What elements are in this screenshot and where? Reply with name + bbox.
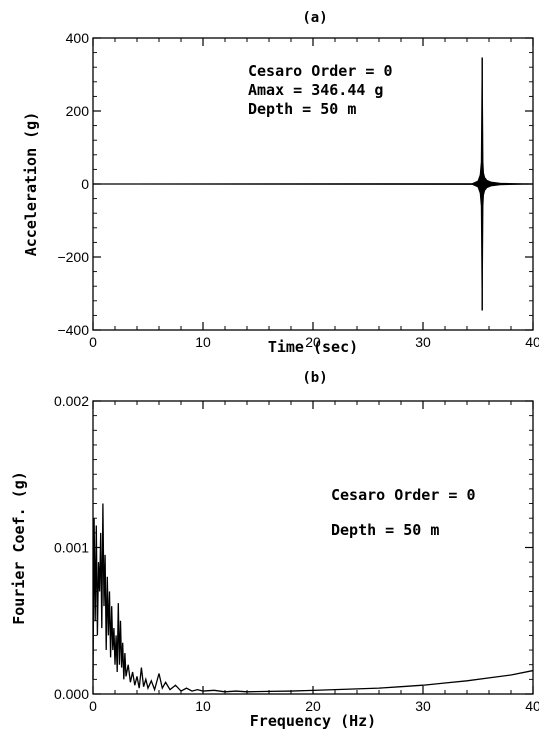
data-series-a (92, 57, 534, 311)
x-tick-label-a: 30 (415, 334, 431, 350)
y-tick-label-b: 0.002 (54, 393, 89, 409)
y-tick-label-a: −200 (57, 249, 89, 265)
x-tick-label-b: 20 (305, 698, 321, 714)
axis-ticks-a: 0 10 20 30 40 −400 −200 0 200 400 (57, 30, 539, 350)
annotation-cesaro-order-a: Cesaro Order = 0 (248, 62, 393, 80)
x-axis-label-a: Time (sec) (268, 338, 358, 356)
x-tick-label-b: 0 (89, 698, 97, 714)
annotation-depth-b: Depth = 50 m (331, 521, 439, 539)
axis-ticks-b: 0 10 20 30 40 0.000 0.001 0.002 (54, 393, 539, 714)
y-tick-label-b: 0.000 (54, 686, 89, 702)
x-tick-label-b: 10 (195, 698, 211, 714)
plot-frame-b (92, 400, 534, 695)
panel-label-b: (b) (302, 370, 327, 386)
x-tick-label-b: 30 (415, 698, 431, 714)
x-tick-label-b: 40 (525, 698, 539, 714)
y-axis-label-a: Acceleration (g) (22, 112, 40, 257)
y-tick-label-a: 200 (66, 103, 90, 119)
x-tick-label-a: 10 (195, 334, 211, 350)
y-axis-label-b: Fourier Coef. (g) (10, 471, 28, 625)
data-series-b (92, 503, 534, 693)
fourier-spectrum-line (92, 503, 534, 693)
annotation-cesaro-order-b: Cesaro Order = 0 (331, 486, 476, 504)
x-tick-label-a: 20 (305, 334, 321, 350)
x-tick-label-a: 40 (525, 334, 539, 350)
y-tick-label-a: −400 (57, 322, 89, 338)
annotation-amax-a: Amax = 346.44 g (248, 81, 383, 99)
y-tick-label-b: 0.001 (54, 540, 89, 556)
panel-label-a: (a) (302, 10, 327, 26)
y-tick-label-a: 0 (81, 176, 89, 192)
y-tick-label-a: 400 (66, 30, 90, 46)
chart-panel-b: (b) 0 10 20 30 40 0.000 0.001 0.002 Frequency (… (10, 370, 539, 730)
x-axis-label-b: Frequency (Hz) (250, 712, 376, 730)
annotation-depth-a: Depth = 50 m (248, 100, 356, 118)
x-tick-label-a: 0 (89, 334, 97, 350)
